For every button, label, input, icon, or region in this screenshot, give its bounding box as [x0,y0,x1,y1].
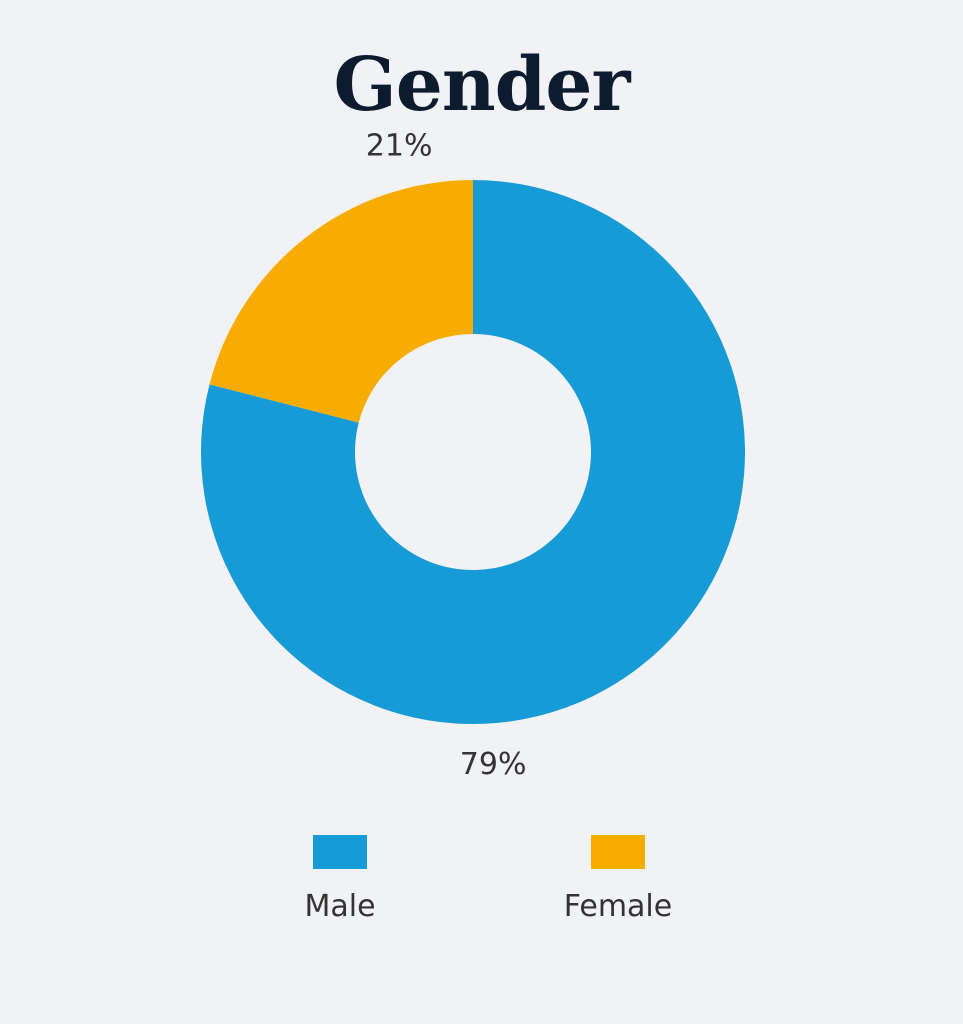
slice-female [209,179,473,423]
slice-male [201,180,746,724]
legend-label-female: Female [563,889,673,924]
legend-swatch-female [591,835,645,869]
data-label-female: 21% [366,128,433,163]
legend-item-female: Female [518,835,718,925]
legend-item-male: Male [240,835,440,925]
legend-swatch-male [313,835,367,869]
legend: Male Female [0,835,963,945]
chart-title: Gender [333,42,631,128]
data-label-male: 79% [460,747,527,782]
legend-label-male: Male [304,889,376,924]
